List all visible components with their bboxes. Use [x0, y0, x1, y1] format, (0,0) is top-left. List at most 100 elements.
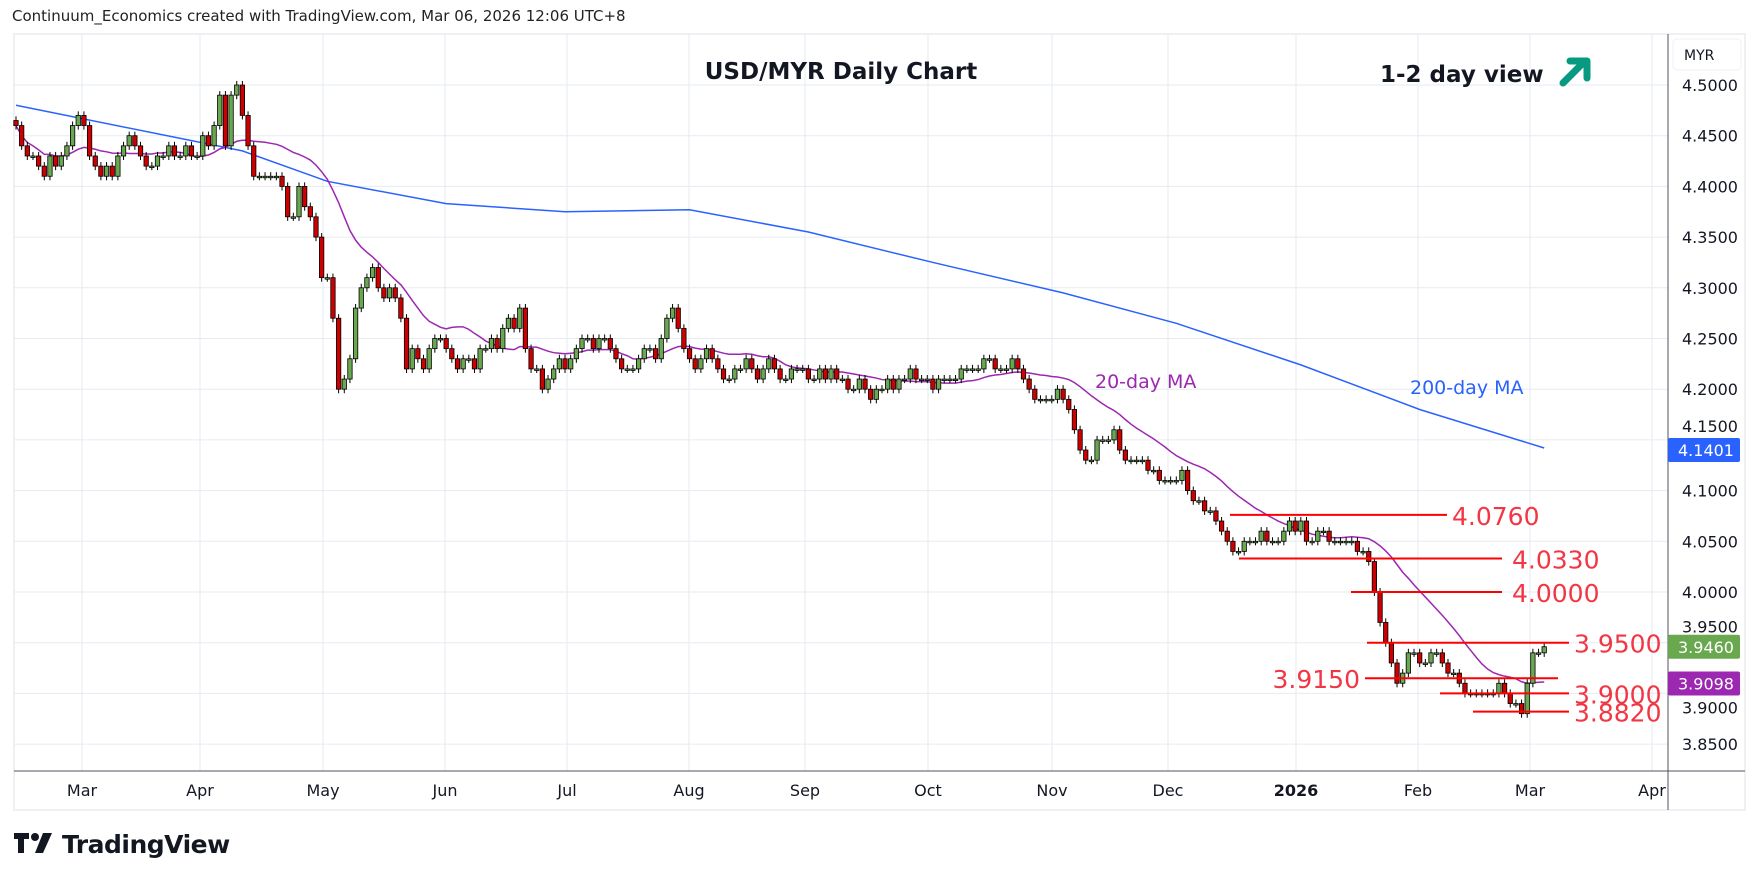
candle-down — [1066, 398, 1072, 410]
candle-down — [1388, 642, 1394, 664]
candle-up — [1269, 540, 1276, 544]
candle-up — [324, 277, 330, 280]
candle-up — [902, 378, 908, 381]
candle-up — [1003, 368, 1010, 371]
tradingview-logo[interactable]: TradingView — [14, 830, 230, 859]
ma200-label: 200-day MA — [1410, 377, 1524, 399]
candle-down — [1071, 409, 1078, 431]
candle-up — [103, 165, 110, 177]
candle-up — [1535, 652, 1542, 655]
candle-down — [930, 378, 936, 390]
candle-down — [868, 388, 874, 400]
candle-down — [36, 155, 42, 167]
candle-up — [743, 358, 749, 370]
candle-down — [1015, 358, 1021, 370]
attribution-text: Continuum_Economics created with Trading… — [12, 7, 626, 25]
candle-down — [720, 368, 727, 380]
candle-up — [1343, 540, 1349, 544]
candle-up — [975, 368, 981, 371]
candle-up — [941, 378, 947, 381]
level-label: 3.9150 — [1273, 665, 1360, 694]
candle-up — [811, 378, 817, 381]
candle-down — [494, 338, 500, 350]
candle-up — [952, 378, 959, 381]
currency-label: MYR — [1684, 48, 1715, 64]
ma20-price-tag: 3.9098 — [1678, 674, 1734, 693]
candle-up — [737, 368, 744, 371]
candle-down — [251, 145, 257, 177]
candle-up — [641, 348, 647, 360]
candle-down — [398, 297, 404, 319]
candle-down — [1020, 368, 1027, 380]
candle-up — [947, 378, 953, 381]
level-label: 3.9500 — [1574, 630, 1661, 659]
candle-down — [53, 155, 59, 167]
candle-down — [392, 287, 398, 299]
candle-up — [788, 368, 795, 380]
candle-up — [596, 338, 602, 350]
candle-down — [845, 378, 851, 390]
candle-up — [986, 358, 993, 361]
candle-up — [194, 155, 200, 158]
candle-up — [669, 307, 676, 319]
candle-down — [449, 348, 455, 360]
candle-down — [245, 115, 251, 147]
candle-down — [454, 358, 461, 370]
candle-up — [935, 378, 942, 390]
candle-up — [573, 348, 579, 360]
candle-up — [1100, 439, 1106, 442]
candle-up — [664, 317, 670, 339]
candle-down — [313, 216, 319, 238]
candle-up — [115, 155, 121, 177]
candle-down — [1394, 662, 1400, 684]
candle-up — [1009, 358, 1015, 370]
candle-up — [437, 338, 444, 341]
candle-up — [556, 358, 562, 370]
candle-up — [126, 135, 132, 147]
y-tick-label: 3.9000 — [1682, 698, 1738, 717]
x-tick-label: Nov — [1036, 781, 1067, 800]
candle-up — [879, 388, 885, 392]
level-label: 3.9000 — [1574, 680, 1661, 709]
candle-down — [1026, 378, 1032, 390]
candle-up — [636, 358, 642, 370]
candle-up — [998, 368, 1004, 371]
y-tick-label: 4.0500 — [1682, 532, 1738, 551]
candle-up — [58, 155, 64, 167]
x-tick-label: Mar — [67, 781, 98, 800]
x-tick-label: Apr — [186, 781, 214, 800]
candle-down — [522, 307, 529, 350]
candle-up — [358, 287, 364, 309]
candle-down — [375, 267, 381, 289]
y-tick-label: 4.4500 — [1682, 127, 1738, 146]
candle-up — [364, 277, 370, 289]
candle-up — [1139, 459, 1145, 463]
y-tick-label: 4.1500 — [1682, 417, 1738, 436]
candle-down — [777, 368, 783, 380]
candle-down — [1366, 551, 1372, 562]
candle-up — [1422, 662, 1428, 665]
candle-up — [726, 378, 732, 381]
candle-down — [1224, 530, 1230, 542]
candle-up — [211, 125, 217, 147]
x-tick-label: Dec — [1153, 781, 1184, 800]
candle-down — [1507, 693, 1513, 704]
level-label: 3.8820 — [1574, 699, 1661, 728]
candle-down — [1326, 530, 1332, 542]
candle-up — [1088, 459, 1094, 463]
candle-down — [1230, 540, 1236, 552]
y-tick-label: 3.9500 — [1682, 618, 1738, 637]
candle-up — [1513, 703, 1519, 706]
candle-down — [607, 338, 613, 350]
candle-down — [681, 327, 687, 350]
candle-down — [1501, 682, 1508, 694]
candle-down — [98, 165, 104, 177]
x-tick-label: Apr — [1638, 781, 1666, 800]
candle-up — [732, 368, 738, 380]
candle-up — [896, 378, 902, 390]
candle-down — [415, 348, 421, 360]
candle-down — [41, 165, 47, 177]
candle-up — [477, 348, 483, 370]
y-tick-label: 4.1000 — [1682, 482, 1738, 501]
